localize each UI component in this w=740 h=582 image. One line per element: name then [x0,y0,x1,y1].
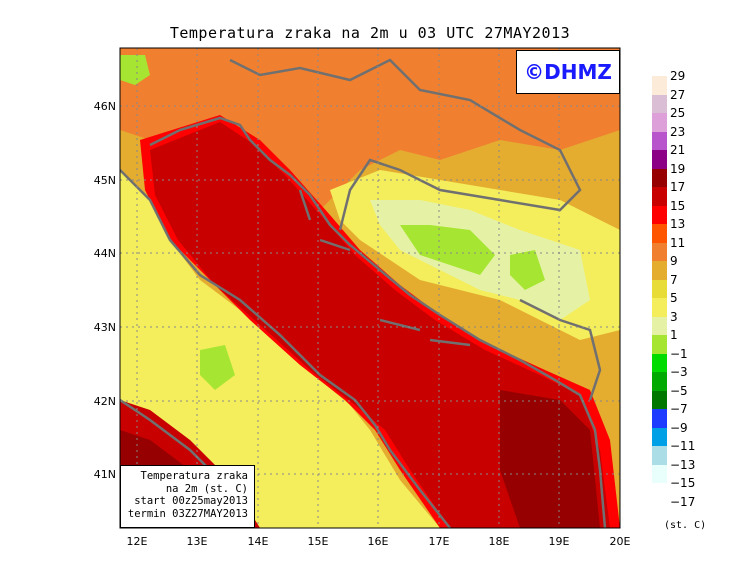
legend-label: 27 [670,87,686,102]
legend-label: 9 [670,254,678,268]
graticule [120,48,620,528]
legend-label: 21 [670,143,686,157]
green-patch [510,250,545,290]
legend-label: 25 [670,106,686,120]
legend-swatch [652,279,667,298]
lon-label: 14E [248,535,269,548]
legend-swatch [652,409,667,428]
dhmz-logo: ©DHMZ [516,50,620,94]
adriatic-sea-deep [500,390,600,528]
legend-label: 5 [670,291,678,305]
legend-swatch [652,446,667,465]
legend-label: −17 [670,494,696,509]
legend-swatch [652,242,667,261]
legend-swatch [652,372,667,391]
italy-green-patch [200,345,235,390]
lat-label: 44N [94,247,116,260]
legend-label: 1 [670,328,678,342]
lon-label: 19E [549,535,570,548]
legend-label: 15 [670,198,686,213]
legend-label: −9 [670,420,688,435]
legend-swatch [652,335,667,354]
legend-label: 23 [670,124,686,139]
legend-label: 3 [670,309,678,324]
legend-label: 7 [670,272,678,287]
adriatic-sea [150,122,610,528]
legend-label: 29 [670,69,686,83]
legend-swatch [652,261,667,280]
legend-label: −5 [670,383,688,398]
lat-label: 41N [94,468,116,481]
lat-label: 42N [94,395,116,408]
legend-swatch [652,298,667,317]
legend-swatch [652,131,667,150]
legend-swatch [652,187,667,206]
info-line: start 00z25may2013 [134,495,248,507]
legend-swatch [652,390,667,409]
legend-label: 13 [670,217,686,231]
legend-swatch [652,150,667,169]
legend-label: −15 [670,476,696,490]
legend-swatch [652,94,667,113]
legend-label: −1 [670,346,688,361]
legend-unit: (st. C) [664,520,707,531]
legend-label: −11 [670,439,696,453]
lon-label: 17E [429,535,450,548]
legend-label: −7 [670,402,688,416]
lat-axis: 46N 45N 44N 43N 42N 41N [94,100,116,481]
lon-label: 20E [610,535,631,548]
legend-swatch [652,464,667,483]
legend-swatch [652,316,667,335]
map-title: Temperatura zraka na 2m u 03 UTC 27MAY20… [169,24,571,42]
green-patch [120,55,150,85]
info-line: termin 03Z27MAY2013 [127,507,248,520]
lon-label: 13E [187,535,208,548]
info-line: na 2m (st. C) [165,482,248,495]
info-line: Temperatura zraka [140,470,248,482]
legend-label: 19 [670,161,686,176]
lon-label: 18E [489,535,510,548]
legend-label: −3 [670,365,688,379]
legend-swatch [652,168,667,187]
plot-frame [119,47,621,529]
lat-label: 45N [94,174,116,187]
legend-swatch [652,353,667,372]
legend-swatch [652,427,667,446]
italy-land [120,170,440,528]
lat-label: 46N [94,100,116,113]
green-patch [400,225,495,275]
legend-swatch [652,76,667,95]
lon-label: 12E [127,535,148,548]
legend-label: −13 [670,457,696,472]
lon-label: 16E [368,535,389,548]
legend-swatch [652,224,667,243]
lat-label: 43N [94,321,116,334]
legend-label: 11 [670,235,686,250]
legend-label: 17 [670,180,686,194]
lon-label: 15E [308,535,329,548]
info-box: Temperatura zraka na 2m (st. C) start 00… [120,465,255,528]
legend-swatch [652,113,667,132]
legend-swatch [652,205,667,224]
lon-axis: 12E 13E 14E 15E 16E 17E 18E 19E 20E [127,535,631,548]
